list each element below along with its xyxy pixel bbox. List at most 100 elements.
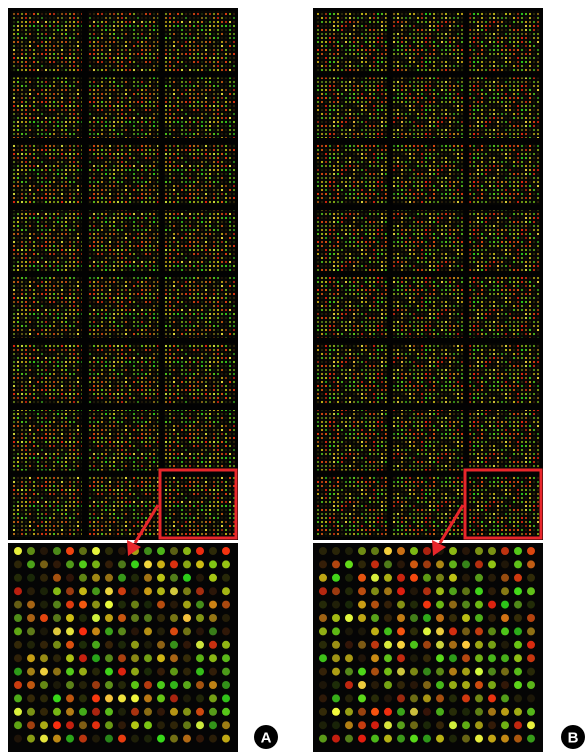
zoom-spot bbox=[118, 614, 126, 622]
zoom-spot bbox=[462, 587, 470, 595]
zoom-spot bbox=[222, 735, 230, 743]
zoom-spot bbox=[358, 574, 366, 582]
zoom-spot bbox=[501, 694, 509, 702]
zoom-spot bbox=[196, 654, 204, 662]
zoom-spot bbox=[462, 627, 470, 635]
zoom-spot bbox=[79, 560, 87, 568]
zoom-spot bbox=[53, 601, 61, 609]
zoom-spot bbox=[170, 735, 178, 743]
zoom-spot bbox=[144, 721, 152, 729]
zoom-spot bbox=[105, 721, 113, 729]
zoom-spot bbox=[196, 641, 204, 649]
zoom-spot bbox=[475, 547, 483, 555]
zoom-spot bbox=[397, 681, 405, 689]
zoom-spot bbox=[410, 587, 418, 595]
zoom-spot bbox=[79, 721, 87, 729]
zoom-spot bbox=[144, 614, 152, 622]
zoom-spot bbox=[40, 668, 48, 676]
zoom-spot bbox=[332, 560, 340, 568]
zoom-spot bbox=[209, 547, 217, 555]
zoom-spot bbox=[118, 694, 126, 702]
zoom-spot bbox=[384, 694, 392, 702]
zoom-spot bbox=[92, 547, 100, 555]
zoom-spot bbox=[488, 735, 496, 743]
zoom-spot bbox=[449, 560, 457, 568]
zoom-spot bbox=[105, 601, 113, 609]
zoom-spot bbox=[196, 694, 204, 702]
zoom-spot bbox=[27, 721, 35, 729]
zoom-spot bbox=[105, 708, 113, 716]
zoom-spot bbox=[131, 668, 139, 676]
zoom-spot bbox=[40, 614, 48, 622]
zoom-spot bbox=[79, 641, 87, 649]
zoom-spot bbox=[170, 694, 178, 702]
zoom-spot bbox=[157, 547, 165, 555]
zoom-spot bbox=[371, 708, 379, 716]
zoom-spot bbox=[423, 614, 431, 622]
zoom-spot bbox=[475, 574, 483, 582]
zoom-spot bbox=[319, 735, 327, 743]
zoom-spot bbox=[170, 601, 178, 609]
array-block bbox=[164, 410, 235, 471]
zoom-spot bbox=[410, 547, 418, 555]
zoom-spot bbox=[462, 560, 470, 568]
zoom-spot bbox=[410, 601, 418, 609]
zoom-spot bbox=[40, 627, 48, 635]
zoom-spot bbox=[53, 681, 61, 689]
zoom-spot bbox=[144, 587, 152, 595]
array-block bbox=[11, 344, 82, 405]
zoom-spot bbox=[92, 560, 100, 568]
zoom-spot bbox=[170, 614, 178, 622]
zoom-spot bbox=[423, 641, 431, 649]
zoom-spot bbox=[423, 721, 431, 729]
zoom-spot bbox=[319, 574, 327, 582]
zoom-spot bbox=[105, 560, 113, 568]
zoom-spot bbox=[66, 708, 74, 716]
zoom-spot bbox=[345, 654, 353, 662]
zoom-spot bbox=[345, 627, 353, 635]
zoom-spot bbox=[345, 547, 353, 555]
zoom-spot bbox=[462, 641, 470, 649]
zoom-spot bbox=[92, 627, 100, 635]
zoom-spot bbox=[423, 735, 431, 743]
zoom-spot bbox=[170, 587, 178, 595]
zoom-spot bbox=[410, 694, 418, 702]
zoom-spot bbox=[157, 601, 165, 609]
zoom-spot bbox=[53, 668, 61, 676]
zoom-spot bbox=[449, 681, 457, 689]
zoom-spot bbox=[183, 601, 191, 609]
zoom-spot bbox=[345, 587, 353, 595]
zoom-spot bbox=[66, 681, 74, 689]
zoom-spot bbox=[66, 735, 74, 743]
zoom-spot bbox=[222, 601, 230, 609]
zoom-spot bbox=[527, 574, 535, 582]
zoom-spot bbox=[144, 574, 152, 582]
zoom-spot bbox=[53, 694, 61, 702]
array-block bbox=[469, 477, 540, 538]
zoom-spot bbox=[183, 681, 191, 689]
zoom-spot bbox=[332, 641, 340, 649]
zoom-spot bbox=[332, 721, 340, 729]
zoom-spot bbox=[527, 614, 535, 622]
zoom-spot bbox=[449, 574, 457, 582]
zoom-spot bbox=[514, 601, 522, 609]
zoom-spot bbox=[436, 560, 444, 568]
array-block bbox=[316, 211, 387, 272]
zoom-spot bbox=[449, 708, 457, 716]
zoom-spot bbox=[196, 681, 204, 689]
zoom-spot bbox=[514, 547, 522, 555]
array-block bbox=[88, 144, 159, 205]
zoom-spot bbox=[527, 721, 535, 729]
zoom-spot bbox=[397, 547, 405, 555]
zoom-spot bbox=[118, 574, 126, 582]
zoom-spot bbox=[501, 708, 509, 716]
zoom-spot bbox=[40, 641, 48, 649]
zoom-spot bbox=[222, 708, 230, 716]
zoom-spot bbox=[319, 641, 327, 649]
zoom-spot bbox=[462, 601, 470, 609]
zoom-spot bbox=[40, 547, 48, 555]
zoom-spot bbox=[27, 574, 35, 582]
zoom-spot bbox=[118, 641, 126, 649]
zoom-spot bbox=[170, 641, 178, 649]
zoom-spot bbox=[53, 614, 61, 622]
